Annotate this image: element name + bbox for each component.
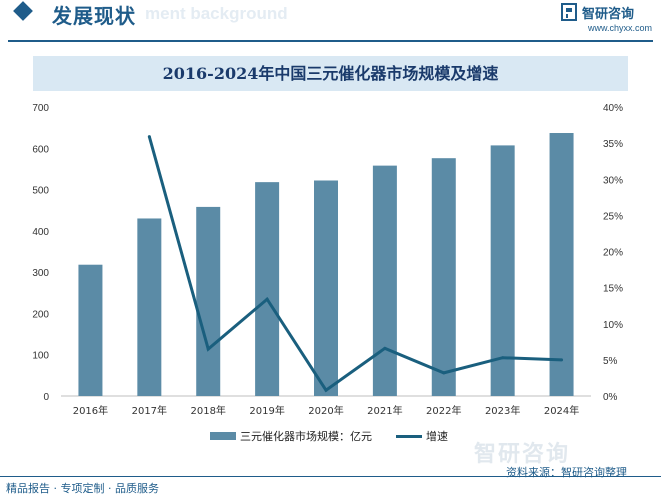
legend-bar-label: 三元催化器市场规模：亿元	[240, 430, 372, 443]
bar-2016年	[78, 264, 103, 396]
y-left-tick-label: 400	[32, 227, 49, 238]
bar-2018年	[196, 206, 221, 396]
legend-line-label: 增速	[426, 430, 448, 443]
chart-title-band: 2016-2024年中国三元催化器市场规模及增速	[33, 56, 628, 91]
y-right-tick-label: 35%	[603, 139, 623, 150]
y-left-tick-label: 700	[32, 103, 49, 114]
growth-point-2024年	[560, 358, 564, 362]
growth-point-2017年	[147, 135, 151, 139]
header: ment background 发展现状 智研咨询 www.chyxx.com	[0, 0, 661, 42]
brand-name: 智研咨询	[582, 7, 635, 22]
growth-line	[147, 136, 562, 393]
x-tick-label: 2024年	[544, 404, 579, 417]
bar-2019年	[255, 182, 280, 396]
y-left-tick-label: 600	[32, 144, 49, 155]
x-tick-label: 2019年	[249, 404, 284, 417]
y-right-tick-label: 40%	[603, 103, 623, 114]
footer-slogan: 精品报告 · 专项定制 · 品质服务	[6, 482, 159, 495]
bar-2020年	[314, 180, 338, 396]
brand-logo-icon	[561, 3, 577, 21]
brand-url: www.chyxx.com	[588, 23, 653, 33]
y-right-tick-label: 30%	[603, 175, 623, 186]
bar-2022年	[431, 158, 456, 396]
y-left-tick-label: 100	[32, 351, 49, 362]
x-tick-label: 2022年	[426, 404, 461, 417]
growth-point-2022年	[442, 371, 446, 375]
legend-bar-swatch	[210, 432, 236, 440]
x-tick-label: 2016年	[73, 404, 108, 417]
growth-point-2018年	[206, 347, 210, 351]
growth-point-2021年	[383, 346, 387, 350]
growth-point-2020年	[324, 388, 328, 392]
y-right-tick-label: 20%	[603, 248, 623, 259]
bar-2021年	[372, 165, 397, 396]
x-tick-label: 2017年	[132, 404, 167, 417]
y-right-tick-label: 0%	[603, 392, 618, 403]
y-right-tick-label: 10%	[603, 320, 623, 331]
x-tick-label: 2020年	[308, 404, 343, 417]
title-background-text: ment background	[145, 4, 288, 23]
bar-2017年	[137, 218, 162, 396]
watermark-logo: 智研咨询	[474, 442, 571, 467]
y-right-tick-label: 25%	[603, 211, 623, 222]
y-left-tick-label: 300	[32, 268, 49, 279]
x-tick-label: 2023年	[485, 404, 520, 417]
x-tick-label: 2018年	[190, 404, 225, 417]
x-tick-label: 2021年	[367, 404, 402, 417]
growth-point-2019年	[265, 297, 269, 301]
footer-divider	[0, 476, 661, 477]
header-divider	[8, 40, 653, 42]
chart-title: 2016-2024年中国三元催化器市场规模及增速	[162, 64, 499, 83]
growth-point-2023年	[501, 356, 505, 360]
y-right-tick-label: 5%	[603, 356, 618, 367]
y-left-tick-label: 200	[32, 309, 49, 320]
page-title: 发展现状	[52, 4, 136, 28]
bar-2024年	[549, 133, 574, 396]
y-left-tick-label: 0	[43, 392, 49, 403]
y-left-tick-label: 500	[32, 186, 49, 197]
legend-line-swatch	[396, 435, 422, 438]
bar-2023年	[490, 145, 515, 396]
source-note: 资料来源：智研咨询整理	[506, 466, 627, 479]
y-right-tick-label: 15%	[603, 284, 623, 295]
